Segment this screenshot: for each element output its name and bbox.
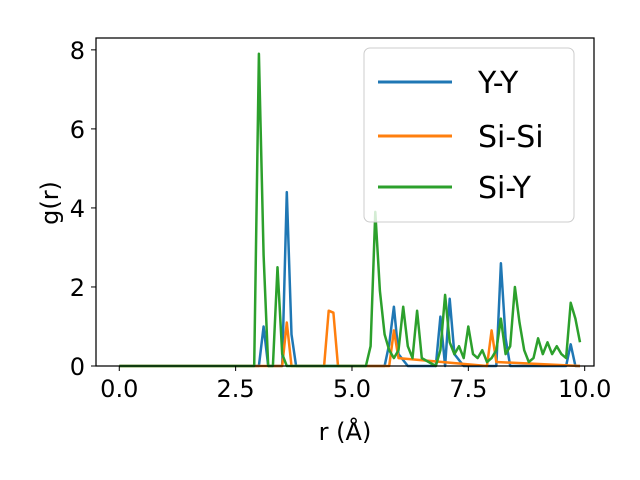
x-axis-label: r (Å) — [319, 417, 372, 446]
y-tick-label: 8 — [70, 37, 85, 65]
y-tick-label: 6 — [70, 116, 85, 144]
plot-frame — [95, 37, 595, 367]
legend-label-y-y: Y-Y — [477, 66, 519, 101]
y-tick-label: 4 — [70, 195, 85, 223]
x-tick-label: 0.0 — [100, 375, 138, 403]
y-tick-label: 2 — [70, 274, 85, 302]
y-axis-ticks: 0 2 4 6 8 — [70, 37, 96, 381]
legend-box — [363, 47, 575, 223]
x-tick-label: 2.5 — [217, 375, 255, 403]
legend: Y-Y Si-Si Si-Y — [363, 47, 575, 223]
legend-label-si-si: Si-Si — [478, 120, 544, 155]
legend-label-si-y: Si-Y — [478, 171, 532, 206]
y-tick-label: 0 — [70, 353, 85, 381]
x-tick-label: 5.0 — [333, 375, 371, 403]
x-tick-label: 10.0 — [558, 375, 611, 403]
y-axis-label: g(r) — [36, 181, 64, 225]
x-axis-ticks: 0.0 2.5 5.0 7.5 10.0 — [100, 366, 611, 403]
x-tick-label: 7.5 — [449, 375, 487, 403]
